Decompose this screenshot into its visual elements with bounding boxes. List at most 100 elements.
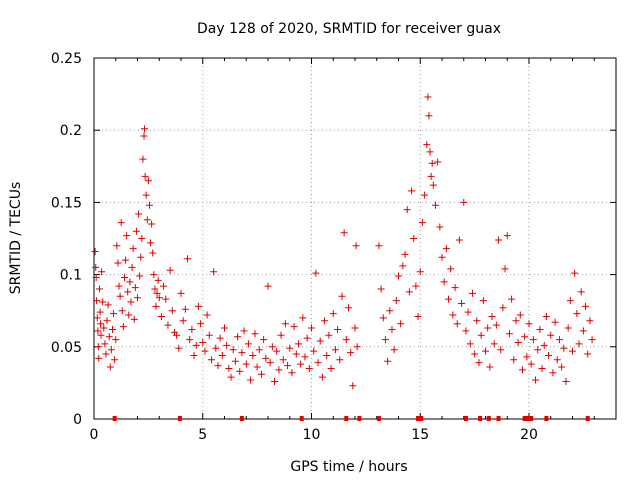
- data-point: [238, 349, 246, 357]
- data-point: [214, 362, 222, 370]
- data-point: [186, 336, 194, 344]
- data-point: [284, 362, 292, 370]
- data-point: [484, 324, 492, 332]
- data-point: [157, 312, 165, 320]
- data-point: [103, 317, 111, 325]
- data-point: [426, 148, 434, 156]
- data-point: [151, 285, 159, 293]
- data-point: [236, 367, 244, 375]
- data-point: [190, 351, 198, 359]
- x-tick-label: 0: [90, 427, 99, 443]
- data-point: [216, 334, 224, 342]
- data-point: [512, 317, 520, 325]
- data-point: [154, 276, 162, 284]
- data-point: [344, 304, 352, 312]
- data-point: [113, 242, 121, 250]
- data-point: [136, 272, 144, 280]
- data-point: [353, 343, 361, 351]
- data-point: [286, 344, 294, 352]
- baseline-marker: [478, 416, 483, 421]
- data-point: [532, 376, 540, 384]
- data-point: [331, 346, 339, 354]
- data-point: [466, 340, 474, 348]
- data-point: [150, 271, 158, 279]
- baseline-marker: [239, 416, 244, 421]
- data-point: [142, 191, 150, 199]
- data-point: [152, 302, 160, 310]
- data-point: [384, 357, 392, 365]
- data-point: [305, 364, 313, 372]
- data-point: [468, 289, 476, 297]
- data-point: [508, 295, 516, 303]
- data-point: [479, 297, 487, 305]
- data-point: [314, 359, 322, 367]
- data-point: [201, 347, 209, 355]
- data-point: [264, 282, 272, 290]
- data-point: [421, 191, 429, 199]
- data-point: [301, 353, 309, 361]
- data-point: [505, 330, 513, 338]
- data-point: [542, 312, 550, 320]
- data-point: [529, 336, 537, 344]
- data-point: [177, 289, 185, 297]
- data-point: [428, 159, 436, 167]
- data-point: [418, 219, 426, 227]
- data-point: [262, 354, 270, 362]
- data-point: [558, 363, 566, 371]
- data-point: [118, 307, 126, 315]
- data-point: [579, 327, 587, 335]
- data-point: [540, 341, 548, 349]
- data-point: [412, 282, 420, 290]
- data-point: [218, 351, 226, 359]
- data-point: [538, 364, 546, 372]
- data-point: [179, 317, 187, 325]
- data-point: [438, 253, 446, 261]
- data-point: [573, 310, 581, 318]
- data-point: [268, 343, 276, 351]
- data-point: [562, 377, 570, 385]
- data-point: [153, 289, 161, 297]
- x-tick-label: 5: [198, 427, 207, 443]
- y-tick-label: 0.05: [51, 340, 82, 356]
- data-point: [453, 320, 461, 328]
- data-point: [249, 351, 257, 359]
- data-point: [221, 324, 228, 332]
- data-point: [132, 227, 140, 235]
- baseline-marker: [529, 416, 534, 421]
- data-point: [122, 256, 130, 264]
- data-point: [527, 360, 535, 368]
- chart-title: Day 128 of 2020, SRMTID for receiver gua…: [197, 21, 501, 37]
- data-point: [275, 366, 283, 374]
- data-point: [212, 344, 220, 352]
- data-point: [551, 318, 559, 326]
- data-point: [96, 308, 104, 316]
- data-point: [240, 327, 248, 335]
- data-point: [440, 278, 448, 286]
- data-point: [514, 338, 522, 346]
- data-point: [501, 265, 509, 273]
- data-point: [175, 344, 183, 352]
- data-point: [255, 346, 263, 354]
- data-point: [340, 229, 348, 237]
- data-point: [349, 382, 357, 390]
- data-point: [414, 312, 422, 320]
- data-point: [168, 307, 176, 315]
- data-point: [97, 331, 105, 339]
- data-point: [277, 331, 285, 339]
- data-point: [229, 346, 237, 354]
- data-point: [95, 354, 103, 362]
- data-point: [423, 141, 431, 149]
- data-point: [325, 331, 333, 339]
- data-point: [116, 292, 124, 300]
- data-point: [571, 269, 579, 277]
- data-point: [458, 299, 466, 307]
- data-point: [575, 340, 583, 348]
- data-point: [299, 314, 307, 322]
- data-point: [123, 232, 131, 240]
- data-point: [279, 356, 287, 364]
- y-axis-label: SRMTID / TECUs: [8, 182, 24, 295]
- data-point: [181, 305, 189, 313]
- data-point: [244, 340, 252, 348]
- data-point: [266, 359, 274, 367]
